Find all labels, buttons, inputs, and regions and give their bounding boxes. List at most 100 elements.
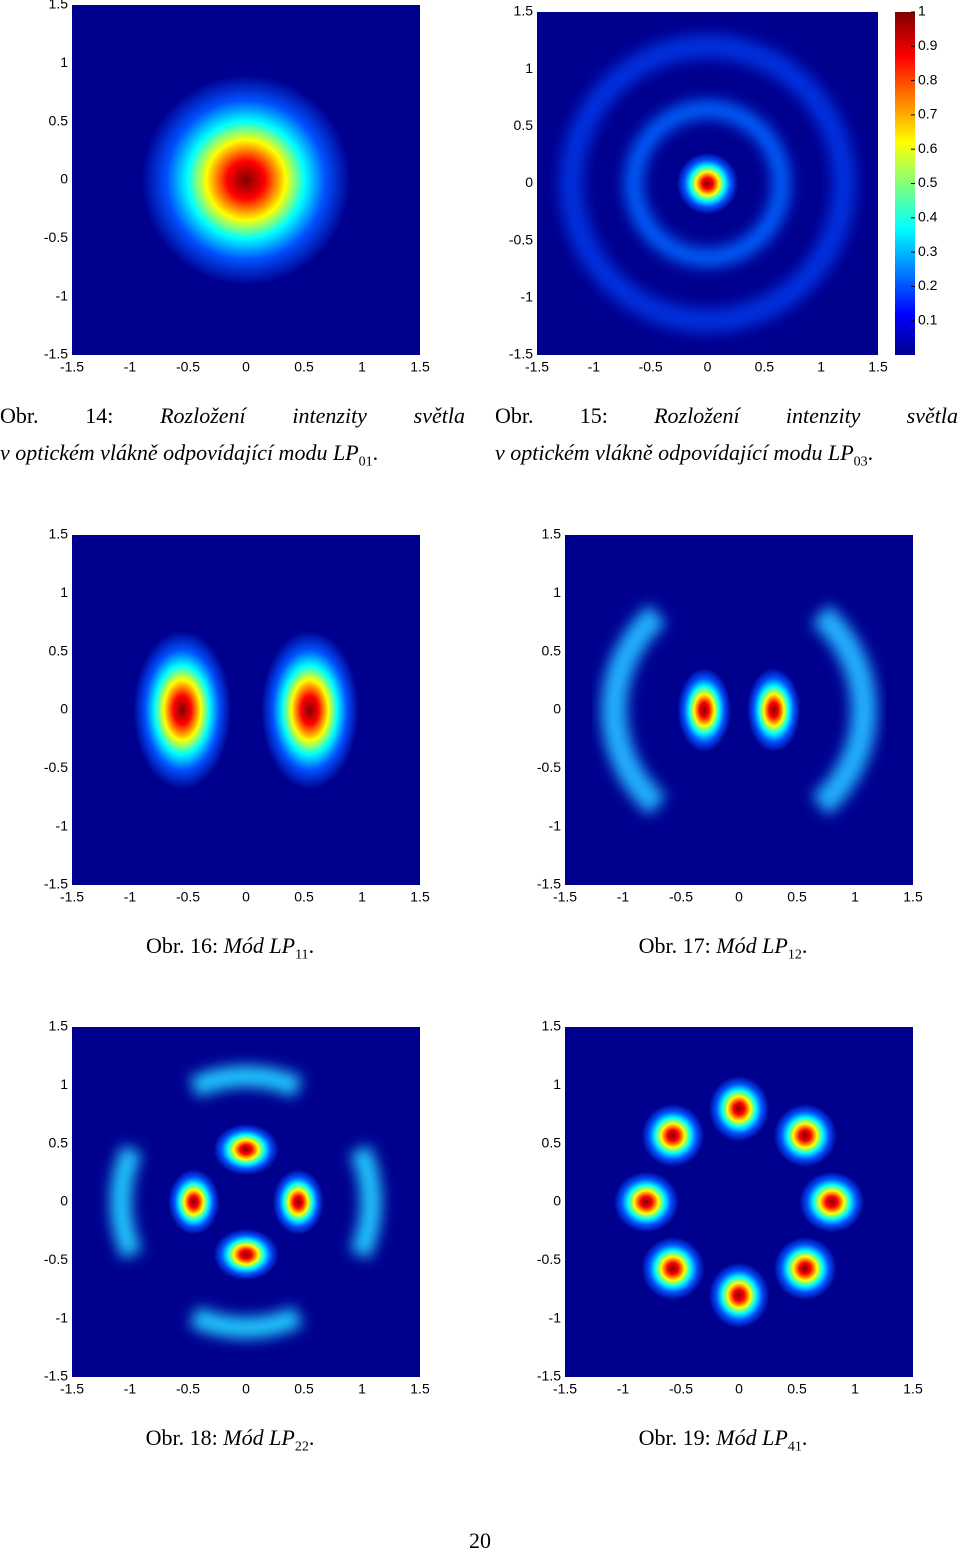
caption-text: Mód bbox=[716, 933, 757, 958]
x-tick-label: 1.5 bbox=[868, 359, 888, 375]
x-tick-label: 1 bbox=[851, 1381, 859, 1397]
x-tick-label: 0.5 bbox=[294, 889, 314, 905]
y-tick-label: 0 bbox=[60, 171, 68, 187]
y-tick-label: 1.5 bbox=[49, 1018, 69, 1034]
caption: Obr. 16: Mód LP11. bbox=[0, 927, 460, 973]
colorbar-tick-label: 0.3 bbox=[918, 243, 938, 259]
caption-text: v optickém vlákně odpovídající modu bbox=[0, 440, 328, 465]
caption-text: Mód bbox=[223, 1425, 264, 1450]
y-tick-label: -1.5 bbox=[537, 876, 561, 892]
x-tick-label: -0.5 bbox=[639, 359, 663, 375]
x-tick-label: -1.5 bbox=[553, 1381, 577, 1397]
mode-index: 22 bbox=[294, 1439, 309, 1455]
caption-label: Obr. 14: bbox=[0, 403, 114, 428]
y-tick-label: 0.5 bbox=[542, 642, 562, 658]
x-tick-label: 1 bbox=[358, 889, 366, 905]
y-tick-label: -1.5 bbox=[44, 346, 68, 362]
x-tick-label: 1.5 bbox=[410, 1381, 430, 1397]
x-tick-label: 0 bbox=[242, 359, 250, 375]
colorbar-tick-label: 0.2 bbox=[918, 277, 938, 293]
caption-text: Mód bbox=[716, 1425, 757, 1450]
mode-index: 03 bbox=[853, 454, 868, 470]
period: . bbox=[801, 1425, 808, 1450]
heatmap bbox=[72, 5, 420, 355]
y-tick-label: 0 bbox=[553, 1193, 561, 1209]
y-tick-label: -0.5 bbox=[509, 231, 533, 247]
y-tick-label: 0 bbox=[553, 701, 561, 717]
colorbar-tick-label: 0.8 bbox=[918, 71, 938, 87]
mode: LP bbox=[762, 1425, 788, 1450]
colorbar-tick-label: 0.6 bbox=[918, 140, 938, 156]
y-tick-label: -1 bbox=[521, 289, 534, 305]
y-tick-label: 0.5 bbox=[49, 642, 69, 658]
colorbar bbox=[895, 12, 915, 355]
x-tick-label: 0 bbox=[242, 1381, 250, 1397]
colorbar-tick-label: 0.5 bbox=[918, 174, 938, 190]
x-tick-label: 1 bbox=[817, 359, 825, 375]
y-tick-label: -1 bbox=[549, 1309, 562, 1325]
colorbar-tick-label: 0.4 bbox=[918, 209, 938, 225]
colorbar-tick-label: 0.9 bbox=[918, 37, 938, 53]
y-tick-label: 1 bbox=[60, 584, 68, 600]
x-tick-label: 0.5 bbox=[787, 889, 807, 905]
y-tick-label: -1.5 bbox=[537, 1368, 561, 1384]
period: . bbox=[867, 440, 874, 465]
colorbar-tick-label: 0.1 bbox=[918, 311, 938, 327]
x-tick-label: -1.5 bbox=[60, 889, 84, 905]
y-tick-label: 1.5 bbox=[514, 3, 534, 19]
y-tick-label: 1 bbox=[525, 60, 533, 76]
y-tick-label: 1 bbox=[553, 1076, 561, 1092]
y-tick-label: 0.5 bbox=[49, 1134, 69, 1150]
mode: LP bbox=[827, 440, 854, 465]
mode-index: 41 bbox=[787, 1439, 802, 1455]
caption-label: Obr. 15: bbox=[495, 403, 608, 428]
x-tick-label: -0.5 bbox=[176, 359, 200, 375]
caption: Obr. 14: Rozložení intenzity světla v op… bbox=[0, 397, 465, 480]
x-tick-label: -1 bbox=[124, 889, 137, 905]
page-number: 20 bbox=[469, 1528, 491, 1553]
caption: Obr. 17: Mód LP12. bbox=[493, 927, 953, 973]
y-tick-label: -1.5 bbox=[44, 876, 68, 892]
x-tick-label: -1.5 bbox=[60, 1381, 84, 1397]
mode-index: 01 bbox=[358, 454, 373, 470]
y-tick-label: 1 bbox=[60, 1076, 68, 1092]
caption-text: v optickém vlákně odpovídající modu bbox=[495, 440, 823, 465]
x-tick-label: -0.5 bbox=[669, 889, 693, 905]
y-tick-label: 0 bbox=[60, 1193, 68, 1209]
caption-text: Rozložení intenzity světla bbox=[654, 403, 958, 428]
mode: LP bbox=[762, 933, 788, 958]
y-tick-label: 1.5 bbox=[49, 0, 69, 12]
caption: Obr. 15: Rozložení intenzity světla v op… bbox=[495, 397, 958, 480]
caption-text: Mód bbox=[223, 933, 264, 958]
x-tick-label: 0.5 bbox=[787, 1381, 807, 1397]
x-tick-label: 0 bbox=[735, 1381, 743, 1397]
y-tick-label: -0.5 bbox=[44, 1251, 68, 1267]
x-tick-label: 1.5 bbox=[903, 1381, 923, 1397]
y-tick-label: 0 bbox=[525, 174, 533, 190]
y-tick-label: 1.5 bbox=[49, 526, 69, 542]
x-tick-label: 1.5 bbox=[410, 359, 430, 375]
period: . bbox=[801, 933, 808, 958]
x-tick-label: 0 bbox=[735, 889, 743, 905]
y-tick-label: 1.5 bbox=[542, 1018, 562, 1034]
period: . bbox=[308, 1425, 315, 1450]
x-tick-label: 0.5 bbox=[294, 1381, 314, 1397]
colorbar-tick-label: 1 bbox=[918, 3, 926, 19]
y-tick-label: -1 bbox=[56, 1309, 69, 1325]
x-tick-label: -1.5 bbox=[525, 359, 549, 375]
y-tick-label: 1 bbox=[553, 584, 561, 600]
x-tick-label: 0 bbox=[704, 359, 712, 375]
caption-label: Obr. 19: bbox=[638, 1425, 711, 1450]
x-tick-label: -0.5 bbox=[176, 1381, 200, 1397]
y-tick-label: -0.5 bbox=[44, 229, 68, 245]
mode: LP bbox=[269, 933, 296, 958]
x-tick-label: -0.5 bbox=[669, 1381, 693, 1397]
mode: LP bbox=[269, 1425, 295, 1450]
x-tick-label: 0.5 bbox=[755, 359, 775, 375]
x-tick-label: -1 bbox=[124, 1381, 137, 1397]
x-tick-label: -1 bbox=[588, 359, 601, 375]
heatmap bbox=[565, 535, 913, 885]
y-tick-label: -1.5 bbox=[509, 346, 533, 362]
